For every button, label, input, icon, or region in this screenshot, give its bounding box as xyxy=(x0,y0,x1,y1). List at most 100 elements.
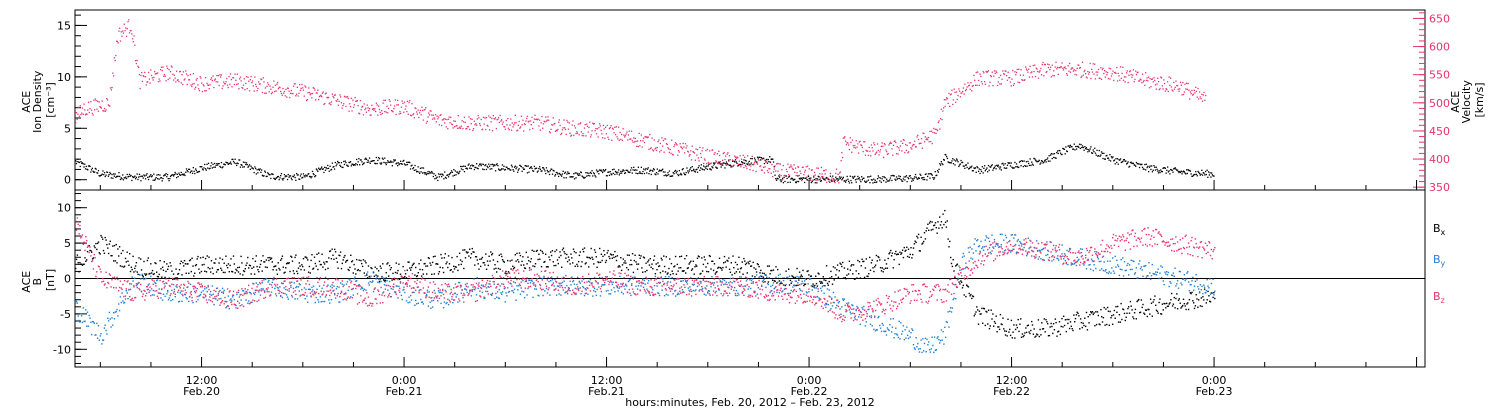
density-point xyxy=(1134,164,1136,166)
density-point xyxy=(695,169,697,171)
density-point xyxy=(1001,163,1003,165)
velocity-point xyxy=(775,170,777,172)
bx-point xyxy=(1148,308,1150,311)
bx-point xyxy=(842,261,844,264)
density-point xyxy=(1037,160,1039,163)
velocity-point xyxy=(171,66,173,68)
bx-point xyxy=(1128,306,1130,308)
density-point xyxy=(735,161,737,163)
density-point xyxy=(690,167,692,169)
velocity-point xyxy=(436,115,438,117)
bx-point xyxy=(769,273,771,275)
bx-point xyxy=(561,249,564,251)
bx-point xyxy=(1119,321,1121,323)
velocity-point xyxy=(1153,77,1155,79)
bx-point xyxy=(424,262,426,265)
density-point xyxy=(488,165,491,167)
velocity-point xyxy=(549,132,551,134)
velocity-point xyxy=(101,100,103,102)
bx-point xyxy=(471,247,473,250)
velocity-point xyxy=(768,168,770,170)
velocity-point xyxy=(1113,79,1115,82)
velocity-point xyxy=(1114,71,1116,74)
velocity-point xyxy=(1151,78,1153,80)
bx-point xyxy=(940,221,943,223)
velocity-point xyxy=(441,124,443,127)
by-point xyxy=(442,288,444,291)
velocity-point xyxy=(671,153,674,156)
density-point xyxy=(440,173,442,175)
bx-point xyxy=(174,277,176,279)
density-point xyxy=(788,176,790,178)
velocity-point xyxy=(824,173,826,175)
bx-point xyxy=(920,236,922,238)
density-point xyxy=(210,165,212,167)
velocity-point xyxy=(722,159,724,161)
bx-point xyxy=(923,232,926,234)
density-point xyxy=(239,166,242,168)
bx-point xyxy=(643,257,646,259)
velocity-point xyxy=(582,132,584,135)
bx-point xyxy=(293,272,295,275)
velocity-point xyxy=(1186,82,1188,84)
bx-point xyxy=(406,269,408,271)
velocity-point xyxy=(756,163,759,165)
density-point xyxy=(362,162,365,165)
velocity-point xyxy=(1104,76,1106,78)
density-point xyxy=(542,167,544,169)
density-point xyxy=(801,178,803,181)
bx-point xyxy=(622,258,624,260)
velocity-point xyxy=(1146,77,1148,79)
velocity-point xyxy=(434,118,436,120)
bx-point xyxy=(672,273,674,275)
velocity-point xyxy=(676,144,678,146)
velocity-point xyxy=(668,151,671,154)
bx-point xyxy=(1048,334,1051,337)
velocity-point xyxy=(470,123,472,125)
bx-point xyxy=(1133,312,1136,314)
bx-point xyxy=(1111,315,1113,317)
density-point xyxy=(123,177,125,179)
bx-point xyxy=(300,268,302,271)
bx-point xyxy=(1068,318,1070,321)
density-point xyxy=(451,171,453,173)
bx-point xyxy=(410,266,413,269)
bx-point xyxy=(823,279,825,281)
density-point xyxy=(900,178,902,181)
by-point xyxy=(517,289,519,291)
velocity-point xyxy=(292,92,294,95)
density-point xyxy=(803,177,805,179)
bx-point xyxy=(612,254,614,256)
density-point xyxy=(120,177,122,179)
density-point xyxy=(282,179,284,181)
velocity-point xyxy=(936,129,939,132)
velocity-point xyxy=(830,179,832,181)
velocity-point xyxy=(983,72,985,74)
velocity-point xyxy=(679,143,681,145)
velocity-point xyxy=(119,27,121,29)
density-point xyxy=(1141,163,1143,165)
velocity-point xyxy=(692,151,694,153)
density-point xyxy=(419,172,421,174)
bx-point xyxy=(570,253,572,255)
density-point xyxy=(797,180,800,183)
density-point xyxy=(454,170,456,172)
density-point xyxy=(145,174,147,176)
bx-point xyxy=(1199,305,1202,307)
density-point xyxy=(258,168,260,170)
velocity-point xyxy=(1091,71,1094,73)
velocity-point xyxy=(234,73,236,75)
density-point xyxy=(150,176,153,178)
bx-point xyxy=(1182,304,1184,307)
velocity-point xyxy=(576,131,578,133)
velocity-point xyxy=(1174,86,1176,88)
velocity-point xyxy=(1074,73,1076,76)
by-point xyxy=(338,301,340,303)
bx-point xyxy=(575,252,577,254)
velocity-point xyxy=(143,75,145,77)
bx-point xyxy=(102,238,104,240)
velocity-point xyxy=(1110,75,1113,77)
velocity-point xyxy=(235,79,237,81)
bx-point xyxy=(428,257,430,260)
velocity-point xyxy=(379,111,381,113)
